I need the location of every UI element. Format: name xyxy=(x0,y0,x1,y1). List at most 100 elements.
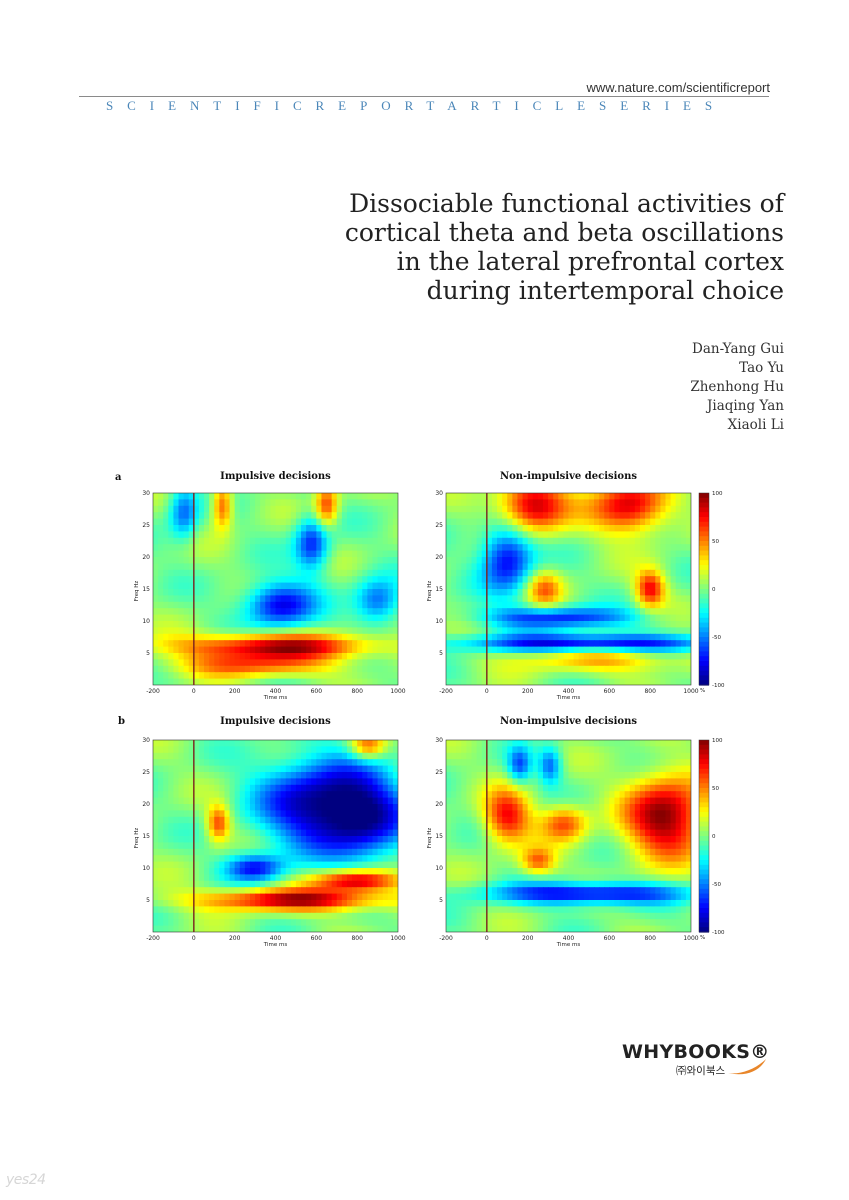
heatmap-cell xyxy=(311,848,317,856)
heatmap-cell xyxy=(665,531,672,539)
heatmap-cell xyxy=(295,601,302,609)
heatmap-cell xyxy=(331,550,338,558)
heatmap-cell xyxy=(244,505,251,513)
heatmap-cell xyxy=(629,601,636,609)
heatmap-cell xyxy=(321,816,328,824)
heatmap-cell xyxy=(280,608,287,616)
heatmap-cell xyxy=(321,848,328,856)
heatmap-cell xyxy=(542,493,549,500)
heatmap-cell xyxy=(163,512,169,520)
heatmap-cell xyxy=(301,816,307,824)
heatmap-cell xyxy=(377,589,384,596)
heatmap-cell xyxy=(629,525,636,532)
heatmap-cell xyxy=(295,595,302,603)
heatmap-cell xyxy=(491,765,498,773)
y-tick-label: 5 xyxy=(146,650,150,657)
heatmap-cell xyxy=(331,804,338,811)
heatmap-cell xyxy=(507,544,513,552)
heatmap-cell xyxy=(382,855,389,863)
heatmap-cell xyxy=(372,537,379,545)
heatmap-cell xyxy=(193,919,200,927)
heatmap-cell xyxy=(481,621,488,628)
heatmap-cell xyxy=(168,621,175,628)
site-url[interactable]: www.nature.com/scientificreport xyxy=(586,80,770,95)
heatmap-cell xyxy=(178,678,185,685)
heatmap-cell xyxy=(321,646,328,654)
heatmap-cell xyxy=(280,874,287,882)
heatmap-cell xyxy=(372,919,379,927)
heatmap-cell xyxy=(346,582,353,590)
heatmap-cell xyxy=(198,816,205,824)
heatmap-cell xyxy=(568,646,575,654)
heatmap-cell xyxy=(655,614,661,622)
x-tick-label: 0 xyxy=(192,688,196,695)
heatmap-cell xyxy=(316,646,323,654)
heatmap-cell xyxy=(249,595,256,603)
heatmap-cell xyxy=(527,759,534,767)
heatmap-cell xyxy=(558,569,564,577)
heatmap-cell xyxy=(502,678,508,685)
heatmap-cell xyxy=(158,640,164,648)
heatmap-cell xyxy=(336,531,343,539)
heatmap-cell xyxy=(639,784,646,792)
heatmap-cell xyxy=(619,525,626,532)
heatmap-cell xyxy=(476,563,483,571)
heatmap-cell xyxy=(563,550,570,558)
heatmap-cell xyxy=(255,765,261,773)
heatmap-cell xyxy=(387,627,394,635)
heatmap-cell xyxy=(244,829,251,837)
heatmap-cell xyxy=(372,627,379,635)
heatmap-cell xyxy=(214,557,220,564)
heatmap-cell xyxy=(491,633,498,641)
heatmap-cell xyxy=(336,595,343,603)
heatmap-cell xyxy=(326,810,333,818)
heatmap-cell xyxy=(295,874,302,882)
heatmap-cell xyxy=(295,868,302,875)
heatmap-cell xyxy=(675,791,682,799)
heatmap-cell xyxy=(532,589,539,596)
heatmap-cell xyxy=(316,836,323,843)
heatmap-cell xyxy=(168,557,175,564)
heatmap-cell xyxy=(594,595,600,603)
heatmap-cell xyxy=(229,621,236,628)
heatmap-cell xyxy=(645,493,651,500)
heatmap-cell xyxy=(178,621,185,628)
heatmap-cell xyxy=(336,563,343,571)
heatmap-cell xyxy=(387,912,394,920)
heatmap-cell xyxy=(527,576,534,584)
heatmap-cell xyxy=(609,518,616,526)
heatmap-cell xyxy=(619,589,626,596)
heatmap-cell xyxy=(280,621,287,628)
heatmap-cell xyxy=(193,893,200,901)
heatmap-cell xyxy=(624,512,631,520)
heatmap-cell xyxy=(204,659,210,667)
heatmap-cell xyxy=(362,829,368,837)
heatmap-cell xyxy=(224,569,231,577)
heatmap-cell xyxy=(655,505,661,513)
heatmap-cell xyxy=(367,589,374,596)
heatmap-cell xyxy=(578,512,585,520)
heatmap-cell xyxy=(326,537,333,545)
heatmap-cell xyxy=(260,900,266,907)
heatmap-cell xyxy=(244,646,251,654)
heatmap-cell xyxy=(639,672,646,680)
title-line: cortical theta and beta oscillations xyxy=(344,218,784,247)
heatmap-cell xyxy=(163,614,169,622)
heatmap-cell xyxy=(229,576,236,584)
heatmap-cell xyxy=(336,589,343,596)
heatmap-cell xyxy=(168,512,175,520)
heatmap-cell xyxy=(173,493,180,500)
heatmap-cell xyxy=(634,518,641,526)
heatmap-cell xyxy=(665,563,672,571)
heatmap-cell xyxy=(352,640,358,648)
heatmap-cell xyxy=(456,810,462,818)
heatmap-cell xyxy=(168,505,175,513)
colorbar-swatch xyxy=(699,661,709,667)
heatmap-cell xyxy=(548,772,554,779)
heatmap-cell xyxy=(629,778,636,786)
heatmap-cell xyxy=(522,665,529,673)
heatmap-cell xyxy=(599,499,605,507)
heatmap-cell xyxy=(173,784,180,792)
heatmap-cell xyxy=(336,601,343,609)
heatmap-cell xyxy=(466,633,473,641)
